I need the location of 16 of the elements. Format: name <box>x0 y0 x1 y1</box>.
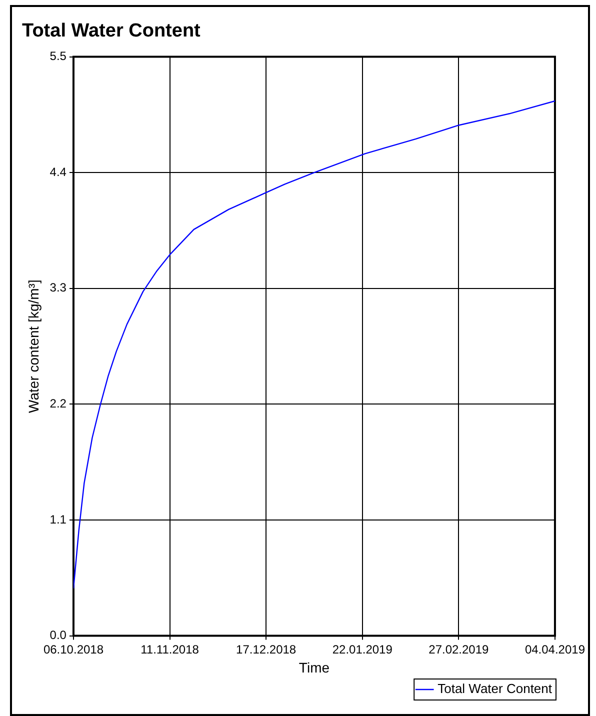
y-tick-label: 3.3 <box>50 280 67 295</box>
x-tick-label: 06.10.2018 <box>43 642 104 656</box>
y-tick-label: 4.4 <box>50 164 67 179</box>
y-axis-title: Water content [kg/m³] <box>25 280 42 413</box>
y-tick-label: 0.0 <box>50 628 67 642</box>
x-axis-title: Time <box>298 659 330 676</box>
x-tick-label: 11.11.2018 <box>140 642 200 656</box>
legend-label: Total Water Content <box>438 681 552 696</box>
y-tick-label: 1.1 <box>50 512 67 526</box>
x-tick-label: 04.04.2019 <box>524 642 586 656</box>
x-tick-label: 27.02.2019 <box>428 642 490 656</box>
x-tick-label: 17.12.2018 <box>236 642 296 656</box>
y-tick-label: 2.2 <box>50 396 67 411</box>
x-tick-label: 22.01.2019 <box>332 642 393 656</box>
chart-title: Total Water Content <box>22 20 202 42</box>
y-tick-label: 5.5 <box>50 49 67 64</box>
